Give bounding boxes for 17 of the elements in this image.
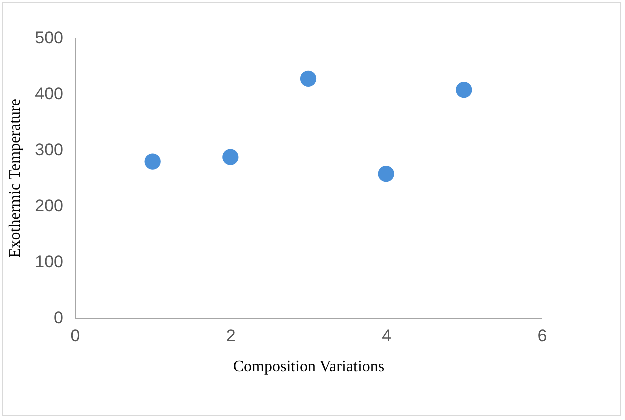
x-tick-label: 4 — [382, 326, 392, 346]
x-tick-label: 2 — [226, 326, 236, 346]
x-axis-title: Composition Variations — [233, 358, 385, 376]
x-tick-label: 6 — [538, 326, 548, 346]
point — [378, 166, 394, 182]
y-axis-title: Exothermic Temperature — [7, 99, 24, 258]
point — [222, 149, 239, 166]
y-tick-label: 200 — [35, 196, 64, 216]
point — [456, 82, 472, 98]
y-tick-label: 300 — [35, 140, 64, 160]
x-tick-label: 0 — [70, 326, 80, 346]
y-tick-label: 500 — [35, 28, 64, 48]
y-tick-label: 0 — [54, 308, 64, 328]
y-tick-label: 400 — [35, 84, 64, 104]
point — [300, 70, 317, 87]
y-tick-label: 100 — [35, 252, 64, 272]
point — [144, 154, 161, 170]
